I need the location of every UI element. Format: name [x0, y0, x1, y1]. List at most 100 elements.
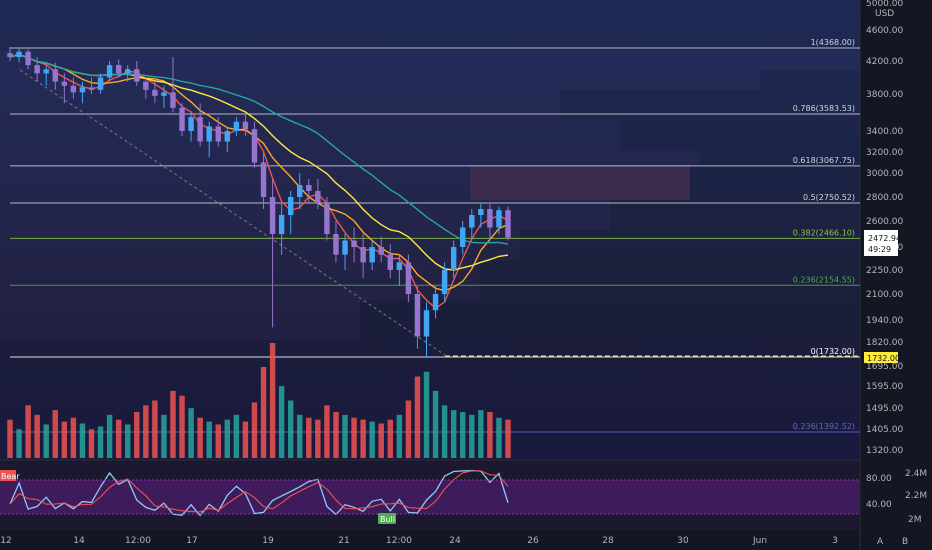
candle-body	[496, 210, 502, 228]
price-tick-label: 1320.00	[866, 446, 903, 456]
candle-body	[287, 197, 294, 215]
candle-body	[61, 81, 68, 86]
volume-bar	[124, 424, 131, 458]
volume-bar	[405, 400, 412, 458]
fib-level-label: 0.236(2154.55)	[793, 275, 855, 284]
volume-bar	[414, 376, 421, 458]
price-tick-label: 4200.00	[866, 57, 903, 67]
fib-level-label: 0.382(2466.10)	[793, 228, 855, 237]
svg-text:1732.00: 1732.00	[867, 354, 900, 363]
volume-bar	[287, 400, 294, 458]
time-axis[interactable]: 12 14 12:00 17 19 21 12:00 24 26 28 30 Jun 3	[0, 536, 838, 546]
time-label: 24	[449, 536, 461, 546]
volume-bar	[269, 343, 276, 458]
candle-body	[233, 121, 240, 131]
volume-bar	[170, 390, 176, 458]
fib-level-label: 0.5(2750.52)	[803, 193, 855, 202]
volume-bar	[106, 414, 113, 458]
candle-body	[79, 87, 86, 93]
time-label: 12:00	[386, 536, 412, 546]
price-tick-label: 2800.00	[866, 193, 903, 203]
volume-bar	[188, 408, 194, 458]
candle-body	[441, 270, 448, 294]
candle-body	[25, 51, 31, 66]
candle-body	[43, 69, 49, 74]
candle-body	[269, 197, 276, 234]
candle-body	[124, 69, 131, 74]
time-label: 3	[832, 536, 838, 546]
price-axis[interactable]: 5000.00 4600.00 4200.00 3800.00 3400.00 3200.…	[866, 0, 903, 456]
volume-bar	[496, 417, 502, 458]
candle-body	[432, 294, 439, 311]
volume-bar	[505, 419, 511, 458]
candle-body	[324, 203, 330, 234]
candlesticks	[7, 47, 511, 357]
volume-bar	[97, 426, 104, 458]
volume-bar	[206, 421, 212, 458]
volume-bar	[52, 410, 58, 458]
price-tick-label: 4600.00	[866, 26, 903, 36]
bull-signal-badge: Bull	[378, 513, 396, 524]
candle-body	[224, 131, 231, 142]
volume-bar	[423, 371, 430, 458]
candle-body	[188, 117, 194, 131]
candle-body	[378, 247, 384, 255]
volume-bar	[342, 414, 348, 458]
time-label: 21	[338, 536, 349, 546]
candle-body	[260, 162, 267, 197]
candle-body	[34, 65, 40, 74]
volume-bar	[469, 414, 475, 458]
fib-level-label: 1(4368.00)	[811, 38, 855, 47]
time-label: 14	[73, 536, 85, 546]
auto-scale-button[interactable]: A	[877, 537, 884, 547]
candle-body	[197, 117, 203, 142]
volume-bar	[324, 405, 330, 458]
volume-bar	[25, 405, 31, 458]
bear-signal-badge: Bear	[0, 470, 20, 481]
time-label: 12	[0, 536, 11, 546]
candle-body	[206, 126, 212, 142]
candle-body	[143, 81, 149, 90]
volume-bar	[88, 429, 95, 458]
fib-level-label: 0.236(1392.52)	[793, 422, 855, 431]
volume-bar	[16, 429, 22, 458]
candle-body	[16, 51, 22, 58]
volume-bar	[43, 424, 49, 458]
svg-text:49:29: 49:29	[868, 245, 891, 254]
volume-bar	[478, 410, 484, 458]
candle-body	[333, 234, 339, 255]
svg-text:2.2M: 2.2M	[905, 491, 927, 501]
price-tick-label: 1595.00	[866, 382, 903, 392]
volume-bar	[315, 419, 321, 458]
volume-bar	[369, 421, 375, 458]
candle-body	[88, 87, 95, 90]
price-tick-label: 1820.00	[866, 338, 903, 348]
price-tick-label: 1495.00	[866, 404, 903, 414]
volume-bar	[34, 414, 40, 458]
candle-body	[423, 310, 430, 337]
volume-bar	[143, 405, 149, 458]
price-tick-label: 3400.00	[866, 127, 903, 137]
volume-bar	[333, 412, 339, 458]
time-label: 28	[602, 536, 614, 546]
price-tick-label: 3000.00	[866, 169, 903, 179]
volume-bar	[251, 402, 258, 458]
log-scale-button[interactable]: B	[902, 537, 908, 547]
volume-bar	[260, 366, 267, 458]
price-tick-label: 3800.00	[866, 90, 903, 100]
volume-bar	[487, 412, 493, 458]
volume-bar	[378, 423, 384, 458]
price-axis-panel	[860, 0, 932, 550]
volume-bar	[152, 400, 158, 458]
candle-body	[115, 65, 122, 74]
volume-bar	[278, 386, 285, 458]
candle-body	[360, 247, 366, 263]
oscillator-axis: 80.00 40.00 2.4M 2.2M 2M	[866, 469, 927, 525]
svg-text:80.00: 80.00	[866, 474, 892, 484]
scale-buttons[interactable]: A B	[877, 537, 908, 547]
candle-body	[179, 107, 185, 131]
candle-body	[297, 185, 303, 197]
volume-bar	[224, 419, 231, 458]
